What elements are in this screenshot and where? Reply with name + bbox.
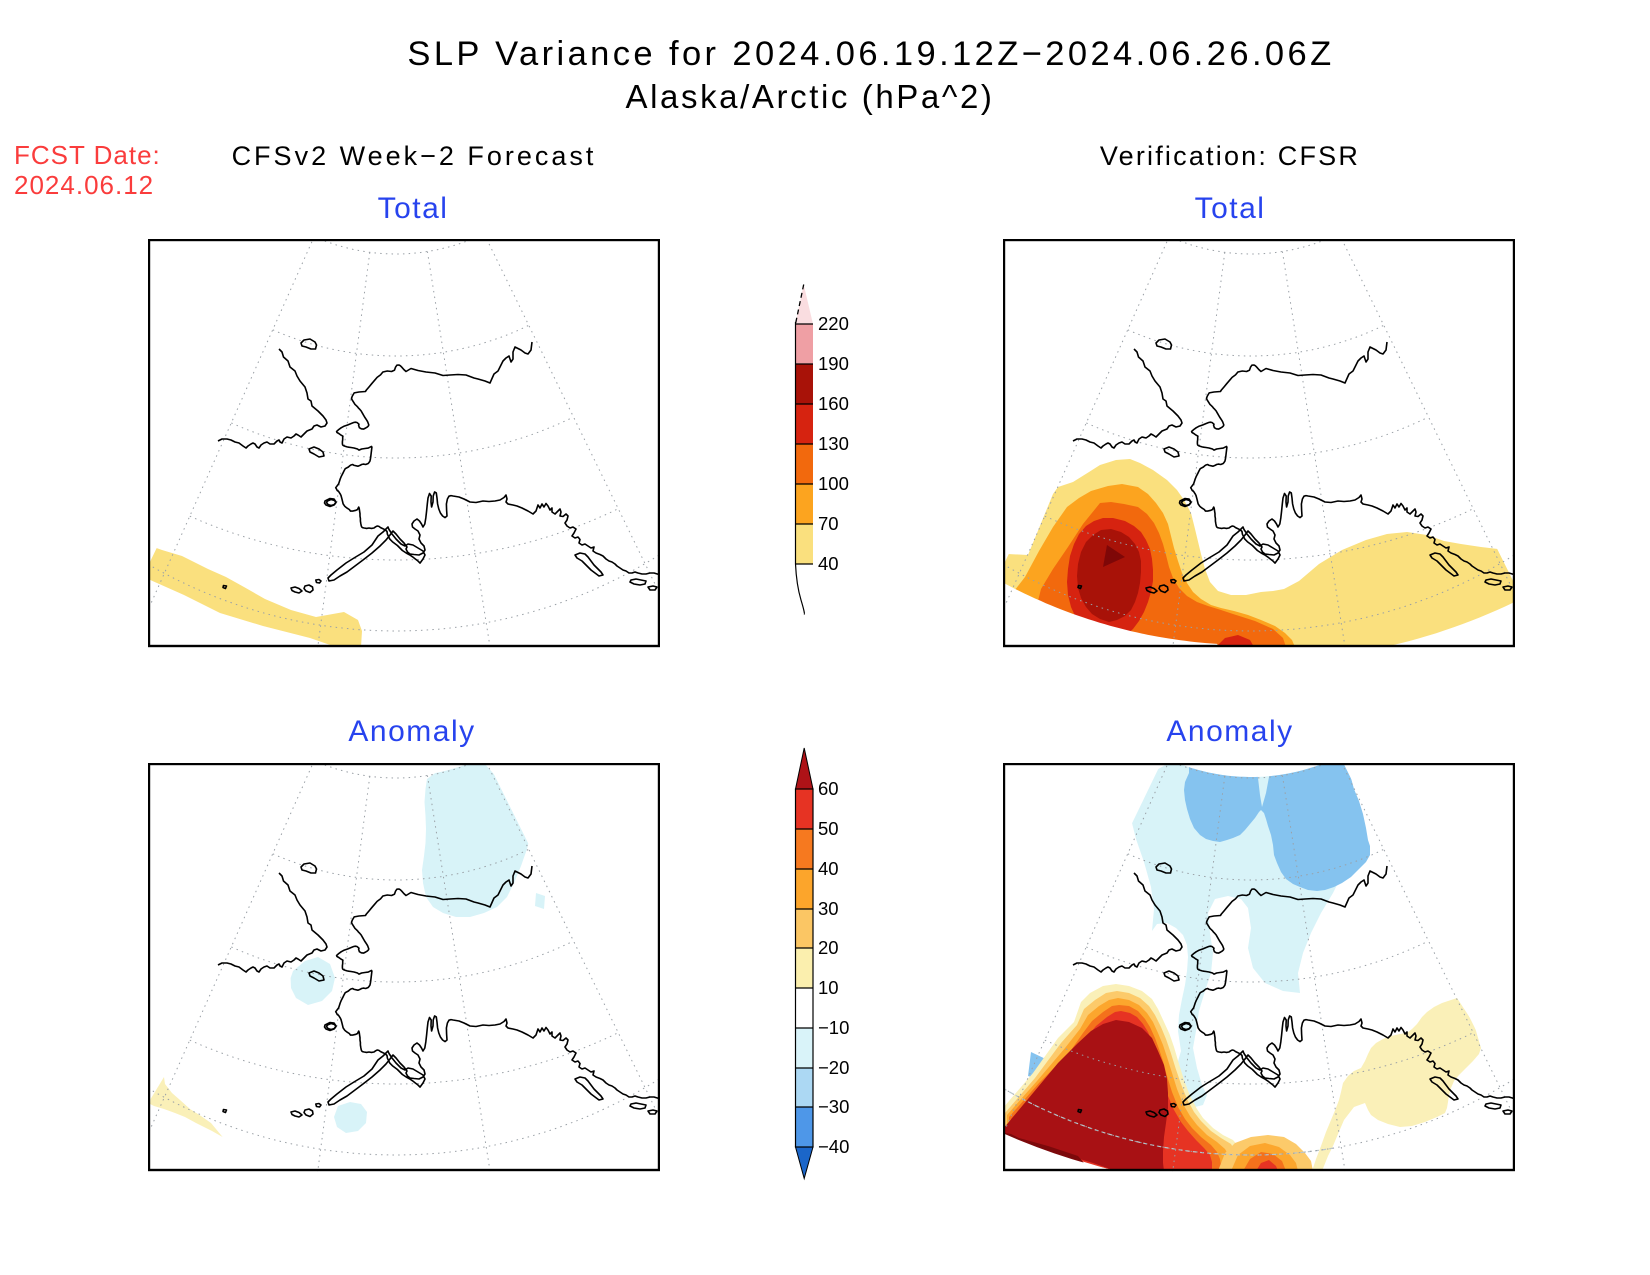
svg-text:60: 60 [818,778,839,799]
svg-text:40: 40 [818,553,839,574]
svg-text:10: 10 [818,977,839,998]
svg-text:30: 30 [818,898,839,919]
svg-text:70: 70 [818,513,839,534]
svg-text:220: 220 [818,313,849,334]
svg-text:−20: −20 [818,1057,849,1078]
svg-text:−40: −40 [818,1136,849,1157]
svg-text:130: 130 [818,433,849,454]
svg-text:−30: −30 [818,1096,849,1117]
svg-text:100: 100 [818,473,849,494]
svg-text:190: 190 [818,353,849,374]
svg-text:160: 160 [818,393,849,414]
svg-text:40: 40 [818,858,839,879]
svg-text:50: 50 [818,818,839,839]
svg-text:20: 20 [818,937,839,958]
svg-text:−10: −10 [818,1017,849,1038]
